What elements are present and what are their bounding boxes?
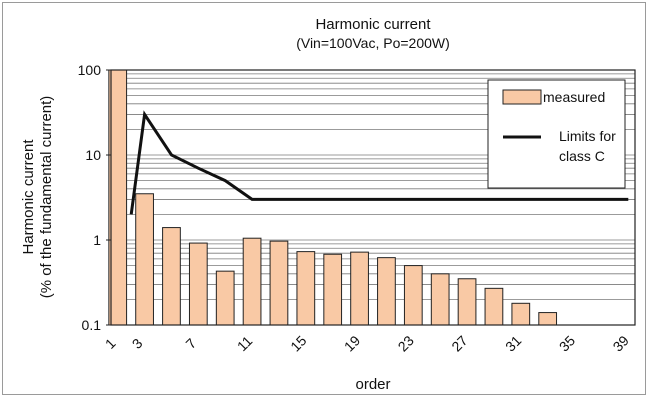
limits-line	[129, 110, 629, 215]
bar-order-13	[269, 240, 289, 326]
bar-order-19	[350, 251, 369, 326]
y-axis-label: Harmonic current (% of the fundamental c…	[20, 96, 55, 299]
x-tick-label: 27	[448, 332, 470, 354]
y-tick-label: 1	[93, 232, 101, 248]
bar-order-15	[296, 251, 316, 326]
chart-frame: 0.1 1 10 100 1 3 7 11 15 19 23 27 31 35 39 Harmonic c…	[2, 2, 646, 395]
x-tick-label: 11	[234, 333, 256, 355]
x-tick-label: 1	[102, 335, 119, 352]
y-tick-label: 100	[78, 62, 102, 78]
bar-order-25	[430, 273, 450, 326]
y-tick-label: 10	[85, 147, 101, 163]
bar-order-31	[511, 302, 531, 326]
bars-measured	[108, 69, 558, 326]
y-axis-label-line1: Harmonic current	[20, 139, 37, 255]
x-tick-label: 23	[395, 332, 417, 354]
plot-area-border	[110, 69, 636, 326]
legend-label-measured: measured	[543, 89, 605, 105]
x-axis-ticks: 1 3 7 11 15 19 23 27 31 35 39	[102, 332, 632, 354]
x-tick-label: 15	[287, 332, 309, 354]
chart-title: Harmonic current	[315, 16, 431, 33]
legend-label-limits-line1: Limits for	[559, 128, 616, 144]
x-tick-label: 3	[129, 335, 146, 352]
legend-swatch-measured	[502, 89, 542, 105]
x-tick-label: 39	[610, 332, 632, 354]
bar-order-3	[135, 193, 154, 326]
bar-order-29	[484, 287, 504, 326]
y-axis-label-line2: (% of the fundamental current)	[38, 96, 55, 299]
bar-order-9	[215, 270, 235, 326]
x-tick-label: 35	[556, 332, 578, 354]
bar-order-5	[162, 227, 181, 326]
y-axis-ticks: 0.1 1 10 100	[78, 62, 111, 333]
legend-label-limits-line2: class C	[559, 148, 605, 164]
x-axis-label: order	[355, 376, 390, 393]
bar-order-7	[188, 242, 208, 326]
x-tick-label: 19	[341, 332, 363, 354]
chart-subtitle: (Vin=100Vac, Po=200W)	[296, 35, 450, 51]
y-tick-label: 0.1	[82, 317, 102, 333]
x-tick-label: 7	[182, 335, 199, 352]
x-tick-label: 31	[502, 332, 524, 354]
bar-order-21	[377, 257, 396, 326]
bar-order-27	[457, 278, 477, 326]
bar-order-23	[403, 265, 423, 326]
limits-line-group	[129, 110, 629, 215]
bar-order-11	[242, 237, 262, 326]
bar-order-17	[323, 253, 343, 326]
bar-order-33	[538, 312, 558, 326]
legend: measured Limits for class C	[487, 79, 626, 189]
